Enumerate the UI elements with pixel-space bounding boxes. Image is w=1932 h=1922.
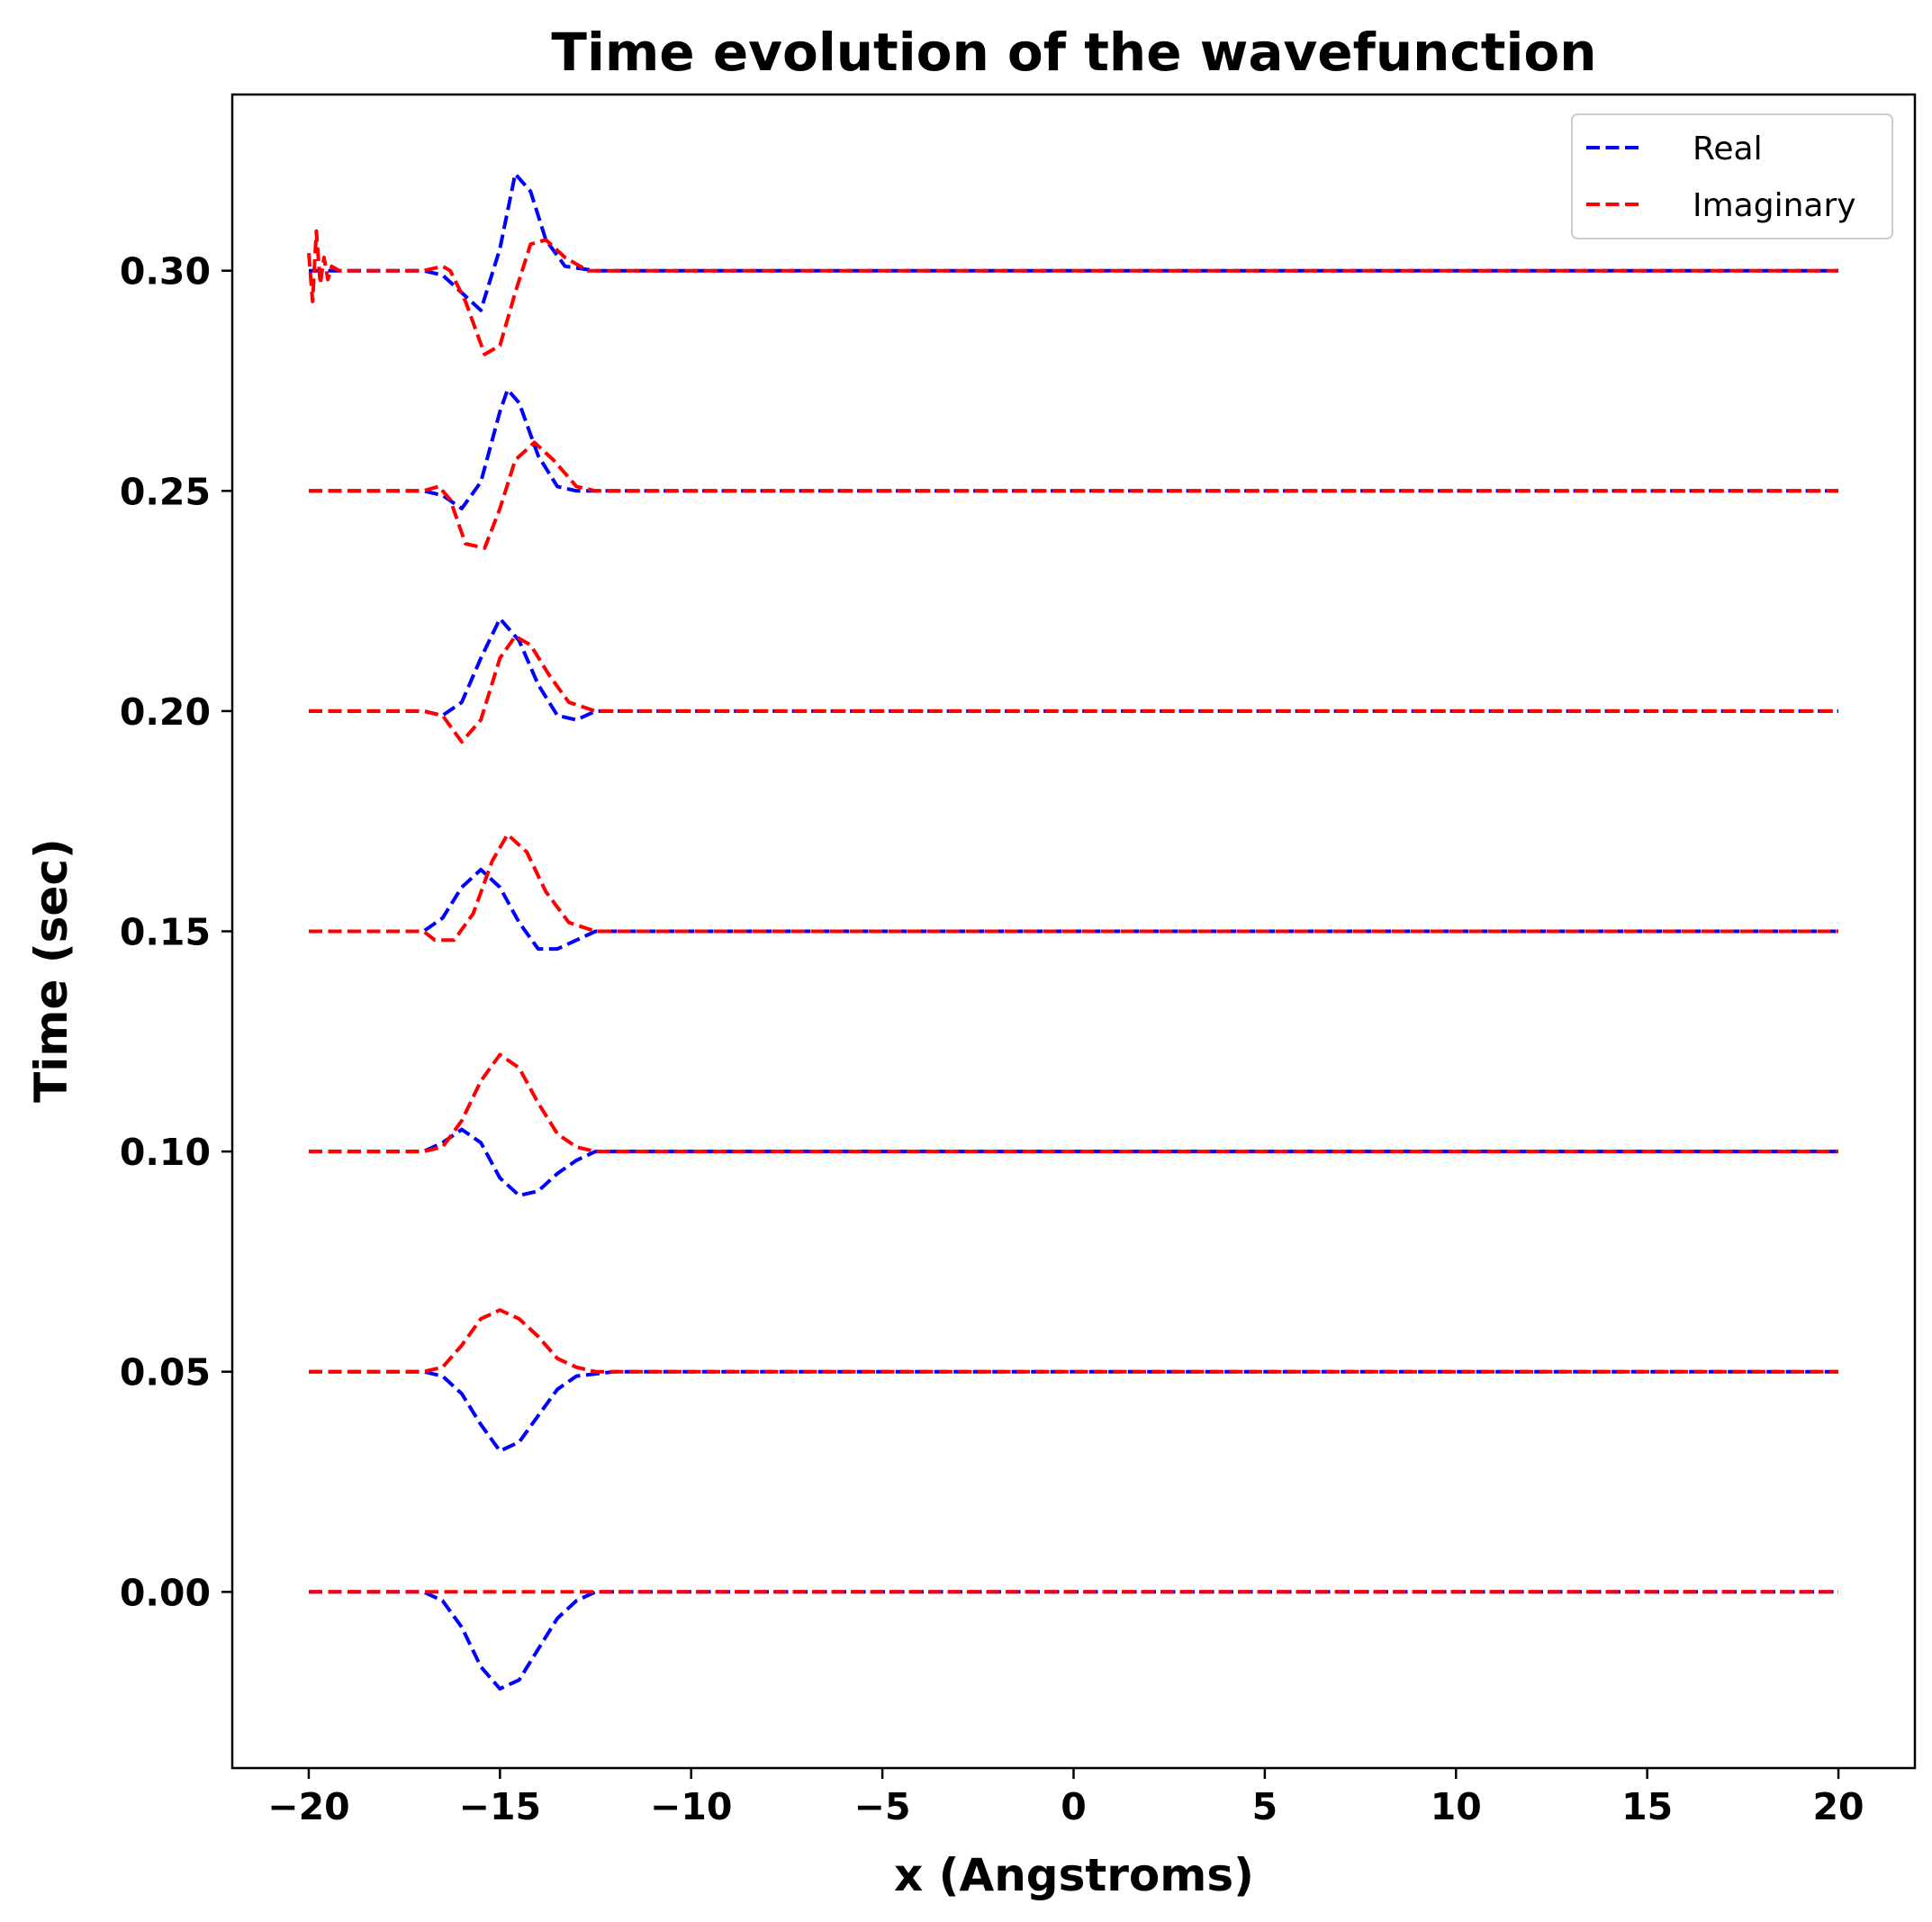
x-tick-label: −5 <box>854 1785 911 1828</box>
legend-box <box>1571 113 1893 239</box>
y-axis-ticks: 0.00 0.05 0.10 0.15 0.20 0.25 0.30 <box>120 250 232 1614</box>
real-series-line <box>309 1590 1838 1691</box>
chart-title: Time evolution of the wavefunction <box>551 22 1596 83</box>
imaginary-series-line <box>307 229 1838 356</box>
real-series-line <box>309 868 1838 952</box>
y-tick-label: 0.10 <box>120 1131 211 1174</box>
x-axis-ticks: −20 −15 −10 −5 0 5 10 15 20 <box>267 1768 1864 1828</box>
y-tick-label: 0.20 <box>120 690 211 734</box>
imaginary-series-line <box>309 1052 1838 1154</box>
imaginary-series-line <box>309 634 1838 744</box>
real-series-line <box>309 387 1838 510</box>
real-series-line <box>309 1127 1838 1197</box>
y-tick-label: 0.00 <box>120 1571 211 1614</box>
plot-area <box>307 172 1838 1691</box>
x-tick-label: −10 <box>650 1785 732 1828</box>
real-series-line <box>309 1369 1838 1453</box>
y-tick-label: 0.15 <box>120 911 211 954</box>
legend-label: Imaginary <box>1693 187 1856 224</box>
x-tick-label: 20 <box>1813 1785 1864 1828</box>
y-axis-label: Time (sec) <box>25 838 77 1103</box>
imaginary-series-line <box>309 440 1838 550</box>
x-axis-label: x (Angstroms) <box>894 1849 1254 1901</box>
y-tick-label: 0.25 <box>120 470 211 513</box>
legend-label: Real <box>1693 131 1763 167</box>
y-tick-label: 0.30 <box>120 250 211 293</box>
x-tick-label: 15 <box>1621 1785 1673 1828</box>
x-tick-label: 10 <box>1431 1785 1482 1828</box>
legend: Real Imaginary <box>1571 113 1893 239</box>
imaginary-series-line <box>309 1308 1838 1374</box>
x-tick-label: −20 <box>267 1785 349 1828</box>
x-tick-label: 0 <box>1061 1785 1087 1828</box>
x-tick-label: −15 <box>459 1785 541 1828</box>
x-tick-label: 5 <box>1252 1785 1278 1828</box>
imaginary-series-line <box>309 832 1838 943</box>
real-series-line <box>309 617 1838 722</box>
y-tick-label: 0.05 <box>120 1351 211 1394</box>
